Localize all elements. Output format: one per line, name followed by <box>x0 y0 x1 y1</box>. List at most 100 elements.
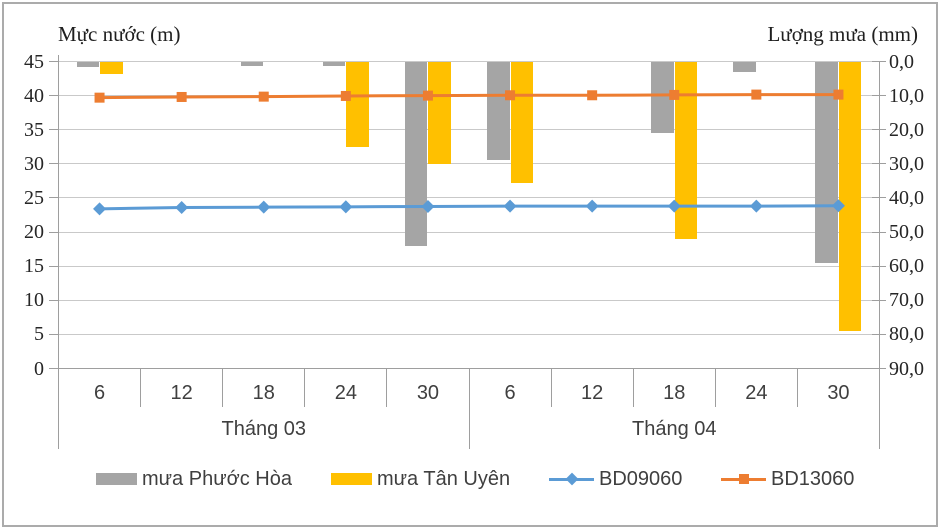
diamond-marker-bd09060 <box>421 199 435 213</box>
left-axis-tick <box>48 163 59 165</box>
bar-phuoc-hoa <box>322 61 346 67</box>
right-axis-tick-label: 70,0 <box>889 289 924 312</box>
diamond-marker-bd09060 <box>93 202 107 216</box>
diamond-marker-icon <box>565 472 578 486</box>
category-separator <box>58 368 59 449</box>
category-separator <box>386 368 388 407</box>
gridline <box>58 265 880 267</box>
left-axis-tick <box>48 368 59 369</box>
category-label: 6 <box>93 382 106 404</box>
bar-tan-uyen <box>428 61 451 164</box>
category-label: 12 <box>581 382 604 404</box>
gridline <box>58 61 880 62</box>
category-label: 6 <box>504 382 516 404</box>
right-axis-tick-label: 80,0 <box>889 323 924 346</box>
right-axis-tick-label: 30,0 <box>889 152 924 175</box>
left-axis-tick-label: 5 <box>34 323 44 346</box>
category-separator <box>714 368 716 407</box>
category-label: 24 <box>334 382 357 404</box>
diamond-marker-bd09060 <box>339 200 353 214</box>
left-axis-tick <box>48 129 59 131</box>
left-axis-tick-label: 25 <box>24 186 44 209</box>
left-axis-tick-label: 0 <box>34 357 44 380</box>
left-axis-tick <box>48 61 59 62</box>
right-axis-tick-label: 10,0 <box>889 84 924 107</box>
category-separator <box>304 368 306 407</box>
legend-item-bd13060: BD13060 <box>721 466 854 492</box>
bar-phuoc-hoa <box>76 61 100 67</box>
right-axis-tick-label: 20,0 <box>889 118 924 141</box>
category-label: 30 <box>416 382 440 404</box>
gridline <box>58 197 880 199</box>
bar-phuoc-hoa <box>404 61 428 246</box>
diamond-marker-bd09060 <box>257 200 271 214</box>
square-marker-icon <box>738 474 749 484</box>
bar-tan-uyen <box>346 61 369 147</box>
square-marker-bd13060 <box>258 91 269 102</box>
category-label: 12 <box>170 382 193 404</box>
category-separator <box>140 368 142 407</box>
bar-tan-uyen <box>674 61 698 239</box>
left-axis-tick <box>48 95 59 97</box>
legend-label-phuoc-hoa: mưa Phước Hòa <box>142 468 292 490</box>
left-axis-tick <box>48 299 59 301</box>
square-marker-bd13060 <box>340 90 351 101</box>
left-axis-tick <box>48 231 59 233</box>
left-axis-title: Mực nước (m) <box>58 22 181 46</box>
bar-tan-uyen <box>510 61 534 183</box>
right-axis-tick-label: 40,0 <box>889 186 924 209</box>
left-axis-tick <box>48 265 59 267</box>
left-axis-tick-label: 30 <box>24 152 44 175</box>
gridline <box>58 299 880 301</box>
legend-line-bd13060 <box>721 474 766 484</box>
diamond-marker-bd09060 <box>667 199 681 213</box>
category-label: 24 <box>745 382 768 404</box>
bar-tan-uyen <box>838 61 862 331</box>
square-marker-bd13060 <box>751 89 762 100</box>
left-axis-line <box>58 55 59 449</box>
square-marker-bd13060 <box>587 90 598 101</box>
bar-tan-uyen <box>100 61 123 75</box>
diamond-marker-bd09060 <box>749 199 763 213</box>
right-axis-tick-label: 0,0 <box>889 50 914 73</box>
left-axis-tick <box>48 333 59 335</box>
left-axis-tick-label: 10 <box>24 289 44 312</box>
bar-phuoc-hoa <box>733 61 756 72</box>
legend-line-bd09060 <box>549 472 594 486</box>
square-marker-bd13060 <box>669 89 680 100</box>
bar-phuoc-hoa <box>815 61 838 263</box>
diamond-marker-bd09060 <box>585 199 599 213</box>
month-label: Tháng 04 <box>631 418 717 440</box>
legend-item-tan-uyen: mưa Tân Uyên <box>331 466 510 492</box>
line-bd13060 <box>99 93 839 100</box>
legend-swatch-phuoc-hoa <box>96 473 137 485</box>
square-marker-bd13060 <box>94 92 105 103</box>
legend-swatch-tan-uyen <box>331 473 372 485</box>
left-axis-tick-label: 45 <box>24 50 44 73</box>
category-label: 30 <box>827 382 850 404</box>
right-axis-line <box>879 61 880 449</box>
legend-label-bd09060: BD09060 <box>599 468 683 490</box>
right-axis-tick-label: 50,0 <box>889 221 924 244</box>
diamond-marker-bd09060 <box>831 199 845 213</box>
square-marker-bd13060 <box>422 90 433 101</box>
gridline <box>58 163 880 165</box>
category-separator <box>550 368 552 407</box>
legend-label-bd13060: BD13060 <box>771 468 855 490</box>
left-axis-tick-label: 15 <box>24 255 44 278</box>
diamond-marker-bd09060 <box>175 200 189 215</box>
square-marker-bd13060 <box>176 91 187 102</box>
left-axis-tick-label: 40 <box>24 84 44 107</box>
right-axis-tick-label: 90,0 <box>889 357 924 380</box>
legend-item-bd09060: BD09060 <box>549 466 682 492</box>
right-axis-tick-label: 60,0 <box>889 255 924 278</box>
gridline <box>58 333 880 335</box>
legend-item-phuoc-hoa: mưa Phước Hòa <box>96 466 292 492</box>
bar-phuoc-hoa <box>240 61 264 66</box>
left-axis-tick-label: 35 <box>24 118 44 141</box>
bar-phuoc-hoa <box>487 61 510 161</box>
gridline <box>58 129 880 131</box>
gridline <box>58 231 880 233</box>
